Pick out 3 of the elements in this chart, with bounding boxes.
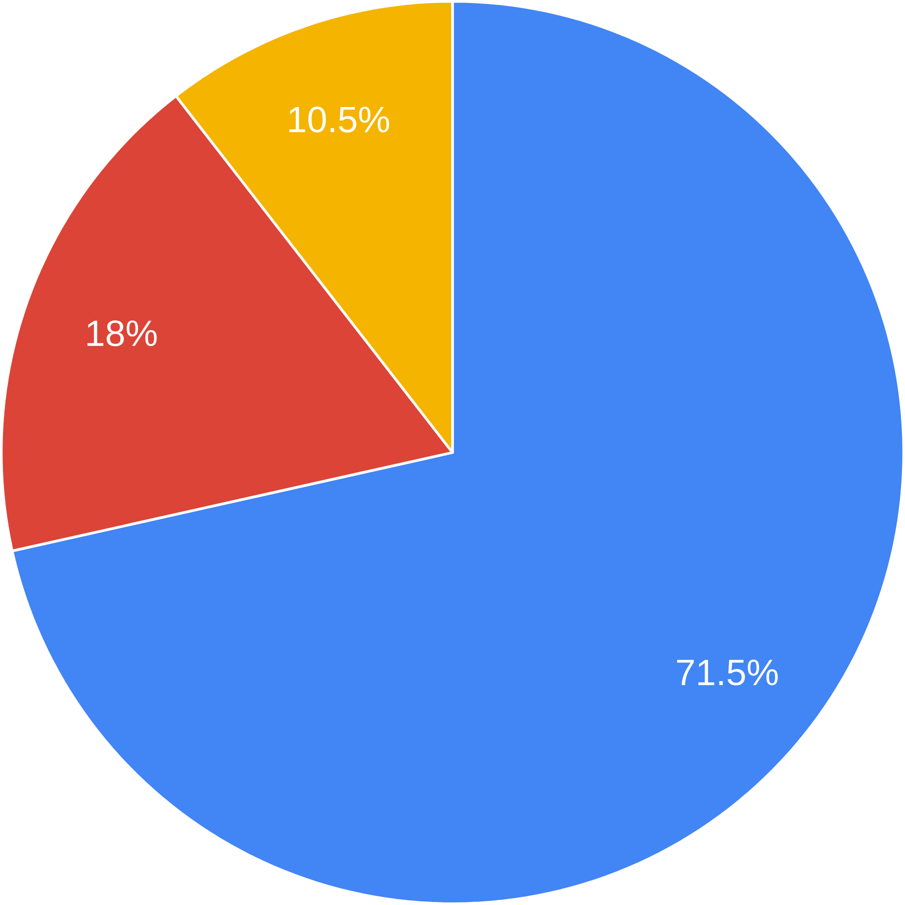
data-label: 71.5% [677,660,778,686]
data-label: 10.5% [289,106,390,132]
data-label: 18% [88,320,157,346]
